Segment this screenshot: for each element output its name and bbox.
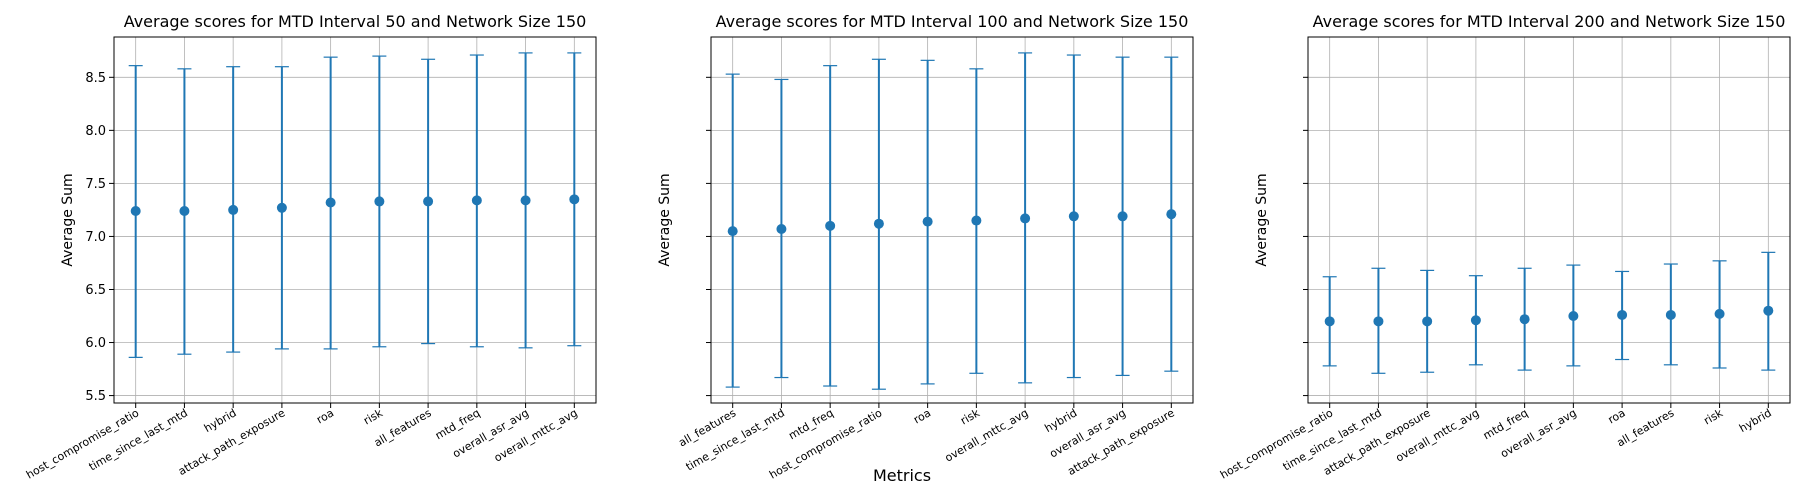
data-point <box>1714 308 1725 319</box>
x-tick-label: roa <box>911 406 933 426</box>
data-point <box>1470 315 1481 326</box>
x-tick-label: risk <box>361 406 385 427</box>
data-point <box>1617 309 1628 320</box>
data-point <box>276 202 287 213</box>
y-tick-label: 7.0 <box>85 230 106 245</box>
y-tick-label: 8.5 <box>85 71 106 86</box>
x-tick-label: hybrid <box>1043 406 1080 435</box>
data-point <box>727 226 738 237</box>
data-point <box>374 196 385 207</box>
x-tick-label: overall_mttc_avg <box>1393 406 1481 464</box>
chart-title: Average scores for MTD Interval 200 and … <box>1313 12 1786 31</box>
data-point <box>471 195 482 206</box>
data-point <box>776 224 787 235</box>
data-point <box>1117 211 1128 222</box>
data-point <box>325 197 336 208</box>
y-tick-label: 6.5 <box>85 283 106 298</box>
shared-x-axis-label: Metrics <box>873 466 931 485</box>
axes-frame <box>710 36 1194 404</box>
data-point <box>423 196 434 207</box>
data-point <box>873 218 884 229</box>
data-point <box>825 220 836 231</box>
data-point <box>1373 316 1384 327</box>
x-tick-label: overall_mttc_avg <box>492 406 580 464</box>
chart-panel-3: host_compromise_ratiotime_since_last_mtd… <box>1218 12 1791 482</box>
y-tick-label: 6.0 <box>85 336 106 351</box>
data-point <box>179 205 190 216</box>
data-point <box>1020 213 1031 224</box>
data-point <box>1568 311 1579 322</box>
data-point <box>228 204 239 215</box>
y-axis-label: Average Sum <box>1254 173 1270 266</box>
data-point <box>1166 209 1177 220</box>
y-tick-label: 5.5 <box>85 389 106 404</box>
data-point <box>130 205 141 216</box>
chart-title: Average scores for MTD Interval 100 and … <box>716 12 1189 31</box>
data-point <box>971 215 982 226</box>
data-point <box>1324 316 1335 327</box>
axes-frame <box>1307 36 1791 404</box>
chart-title: Average scores for MTD Interval 50 and N… <box>124 12 587 31</box>
x-tick-label: risk <box>1702 406 1726 427</box>
data-point <box>1763 305 1774 316</box>
y-tick-label: 7.5 <box>85 177 106 192</box>
x-tick-label: hybrid <box>1737 406 1774 435</box>
data-point <box>922 216 933 227</box>
x-tick-label: hybrid <box>202 406 239 435</box>
y-axis-label: Average Sum <box>657 173 673 266</box>
data-point <box>569 194 580 205</box>
data-point <box>1519 314 1530 325</box>
x-tick-label: overall_mttc_avg <box>943 406 1031 464</box>
data-point <box>520 195 531 206</box>
x-tick-label: roa <box>314 406 336 426</box>
chart-panel-1: 5.56.06.57.07.58.08.5host_compromise_rat… <box>24 12 597 482</box>
axes-frame <box>113 36 597 404</box>
y-axis-label: Average Sum <box>60 173 76 266</box>
y-tick-label: 8.0 <box>85 124 106 139</box>
data-point <box>1665 309 1676 320</box>
x-tick-label: roa <box>1606 406 1628 426</box>
data-point <box>1422 316 1433 327</box>
x-tick-label: risk <box>958 406 982 427</box>
data-point <box>1068 211 1079 222</box>
